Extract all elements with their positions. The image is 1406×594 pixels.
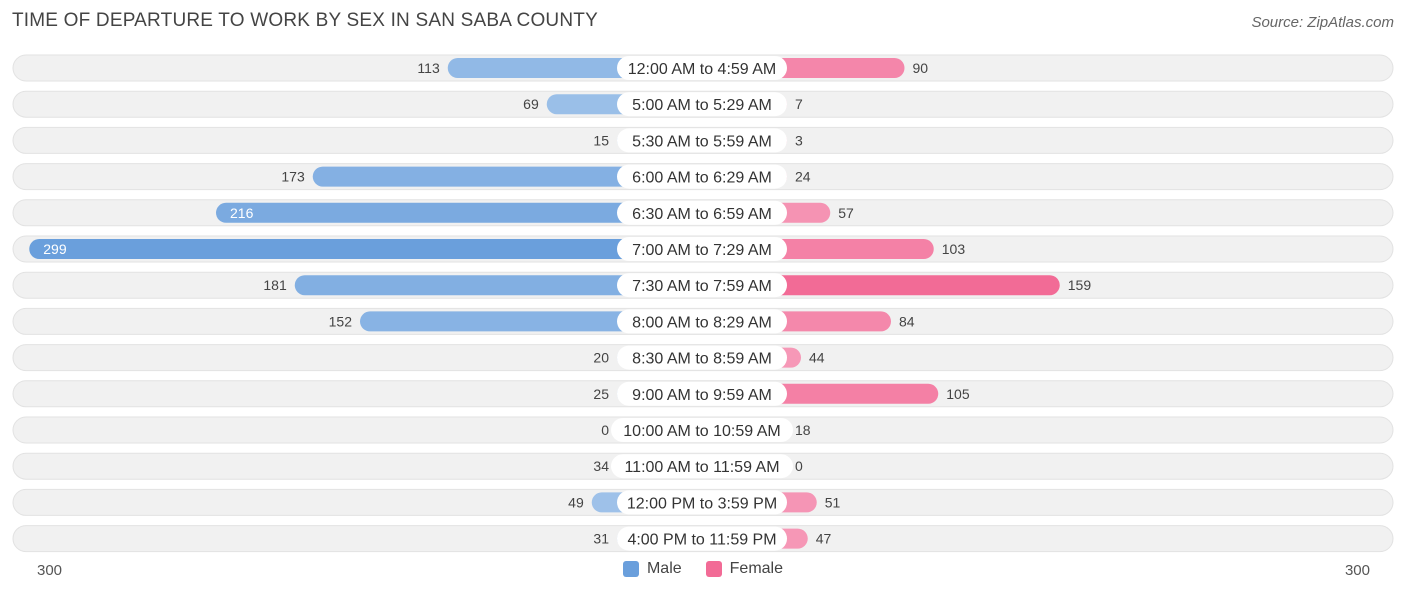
value-label-female: 84: [899, 313, 915, 329]
value-label-male: 173: [281, 169, 305, 185]
category-label: 9:00 AM to 9:59 AM: [632, 387, 772, 404]
category-pill: [611, 418, 793, 442]
axis-right-label: 300: [1344, 562, 1370, 579]
value-label-female: 47: [816, 531, 832, 547]
category-pill: [617, 200, 787, 225]
category-pill: [617, 490, 787, 515]
value-label-male: 216: [230, 205, 254, 221]
category-pill: [617, 345, 787, 370]
value-label-male: 299: [43, 241, 67, 257]
category-label: 4:00 PM to 11:59 PM: [627, 532, 776, 549]
category-pill: [617, 56, 787, 80]
value-label-male: 31: [593, 531, 609, 547]
bar-female: [702, 275, 1060, 296]
legend-label-male: Male: [646, 560, 682, 577]
category-label: 8:30 AM to 8:59 AM: [632, 351, 772, 368]
bar-male: [294, 275, 702, 296]
category-pill: [617, 381, 787, 406]
category-label: 7:30 AM to 7:59 AM: [632, 278, 772, 295]
legend-item-female: Female: [705, 560, 784, 578]
category-label: 8:00 AM to 8:29 AM: [632, 314, 772, 331]
chart-title: TIME OF DEPARTURE TO WORK BY SEX IN SAN …: [12, 10, 598, 31]
category-label: 5:30 AM to 5:59 AM: [632, 133, 772, 150]
legend-swatch-male: [622, 561, 639, 577]
category-pill: [611, 454, 793, 479]
category-label: 10:00 AM to 10:59 AM: [623, 423, 780, 440]
legend-item-male: Male: [622, 560, 682, 578]
bar-male: [360, 311, 702, 332]
category-pill: [617, 164, 787, 189]
category-label: 7:00 AM to 7:29 AM: [632, 242, 772, 259]
value-label-male: 20: [593, 350, 609, 366]
value-label-female: 159: [1068, 277, 1092, 293]
value-label-female: 0: [795, 458, 803, 474]
category-label: 12:00 PM to 3:59 PM: [627, 495, 777, 512]
legend-swatch-female: [705, 561, 722, 577]
category-label: 5:00 AM to 5:29 AM: [632, 97, 772, 114]
category-label: 11:00 AM to 11:59 AM: [624, 459, 779, 476]
legend: Male Female: [0, 560, 1406, 578]
category-pill: [617, 237, 787, 261]
value-label-male: 15: [593, 132, 609, 148]
value-label-female: 18: [795, 422, 811, 438]
value-label-female: 3: [795, 132, 803, 148]
value-label-female: 105: [946, 386, 970, 402]
value-label-female: 7: [795, 96, 803, 112]
category-pill: [617, 128, 787, 153]
category-label: 6:00 AM to 6:29 AM: [632, 170, 772, 187]
value-label-female: 44: [809, 350, 825, 366]
value-label-male: 49: [568, 494, 584, 510]
value-label-male: 25: [593, 386, 609, 402]
value-label-male: 181: [263, 277, 287, 293]
value-label-female: 57: [838, 205, 854, 221]
value-label-female: 24: [795, 169, 811, 185]
value-label-female: 51: [825, 494, 841, 510]
bar-male: [216, 202, 702, 223]
category-pill: [617, 526, 787, 551]
value-label-male: 0: [601, 422, 609, 438]
legend-label-female: Female: [729, 560, 784, 577]
value-label-female: 103: [942, 241, 966, 257]
value-label-female: 90: [913, 60, 929, 76]
bar-male: [29, 239, 702, 259]
category-pill: [617, 309, 787, 334]
axis-left-label: 300: [37, 562, 63, 579]
bar-male: [312, 166, 702, 187]
source-note: Source: ZipAtlas.com: [1251, 14, 1394, 31]
value-label-male: 34: [593, 458, 609, 474]
value-label-male: 152: [329, 313, 353, 329]
category-pill: [617, 92, 787, 117]
category-label: 12:00 AM to 4:59 AM: [628, 61, 777, 78]
value-label-male: 113: [417, 60, 440, 76]
category-label: 6:30 AM to 6:59 AM: [632, 206, 772, 223]
value-label-male: 69: [523, 96, 539, 112]
category-pill: [617, 273, 787, 298]
